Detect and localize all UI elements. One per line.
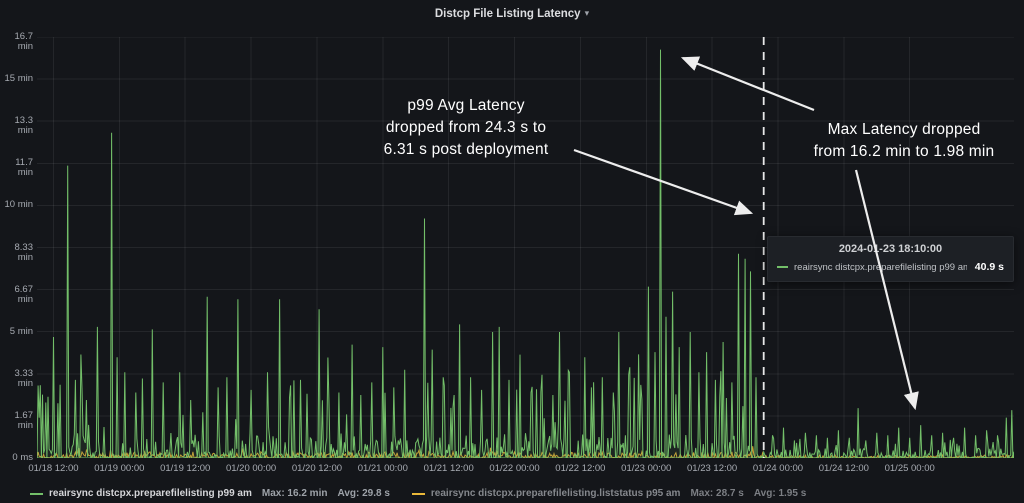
y-axis-label: 1.67 min	[14, 409, 34, 431]
y-axis-label: 11.7 min	[15, 157, 33, 179]
legend-max-p95: Max: 28.7 s	[690, 488, 744, 499]
tooltip-series-label: reairsync distcpx.preparefilelisting p99…	[794, 261, 967, 273]
x-axis-label: 01/20 00:00	[225, 463, 277, 474]
annotation-max-line2: from 16.2 min to 1.98 min	[813, 143, 995, 160]
legend-label-p95[interactable]: reairsync distcpx.preparefilelisting.lis…	[430, 488, 681, 499]
annotation-p99-line3: 6.31 s post deployment	[383, 141, 549, 158]
annotation-p99-latency: p99 Avg Latency dropped from 24.3 s to 6…	[330, 95, 602, 161]
x-axis-label: 01/25 00:00	[884, 463, 935, 474]
x-axis-label: 01/21 00:00	[357, 463, 408, 474]
y-axis-label: 13.3 min	[14, 115, 34, 137]
tooltip: 2024-01-23 18:10:00 reairsync distcpx.pr…	[767, 236, 1014, 282]
y-axis-label: 0 ms	[12, 452, 33, 463]
legend-swatch-p99	[30, 492, 43, 495]
annotation-max-line1: Max Latency dropped	[827, 121, 981, 138]
x-axis-label: 01/22 12:00	[555, 463, 606, 474]
x-axis-label: 01/19 12:00	[160, 463, 211, 474]
y-axis-label: 3.33 min	[14, 367, 34, 389]
x-axis-label: 01/18 12:00	[28, 463, 79, 474]
legend-avg-p99: Avg: 29.8 s	[337, 488, 390, 499]
tooltip-series-row: reairsync distcpx.preparefilelisting p99…	[777, 261, 1004, 273]
x-axis-label: 01/23 00:00	[621, 463, 672, 474]
series-p99-path	[37, 49, 1014, 458]
legend-swatch-p95	[411, 492, 425, 495]
series-color-swatch	[777, 266, 788, 268]
legend-max-p99: Max: 16.2 min	[261, 488, 328, 499]
legend-avg-p95: Avg: 1.95 s	[753, 488, 807, 499]
y-axis-label: 6.67 min	[14, 283, 34, 305]
y-axis-label: 16.7 min	[14, 31, 34, 52]
legend-label-p99[interactable]: reairsync distcpx.preparefilelisting p99…	[49, 488, 252, 499]
x-axis-label: 01/24 00:00	[752, 463, 804, 474]
x-axis-label: 01/19 00:00	[94, 463, 145, 474]
legend-item-p99[interactable]: reairsync distcpx.preparefilelisting p99…	[30, 488, 390, 499]
y-axis-label: 10 min	[4, 199, 33, 211]
y-axis-label: 8.33 min	[14, 241, 34, 263]
x-axis-label: 01/20 12:00	[291, 463, 343, 474]
x-axis-label: 01/24 12:00	[818, 463, 869, 474]
x-axis-label: 01/21 12:00	[423, 463, 474, 474]
panel-title[interactable]: Distcp File Listing Latency ▾	[0, 0, 1024, 27]
annotation-p99-line1: p99 Avg Latency	[407, 97, 525, 114]
annotation-p99-line2: dropped from 24.3 s to	[385, 119, 547, 136]
annotation-max-latency: Max Latency dropped from 16.2 min to 1.9…	[788, 119, 1020, 163]
y-axis-label: 5 min	[9, 325, 33, 337]
x-axis-label: 01/23 12:00	[687, 463, 738, 474]
legend-item-p95[interactable]: reairsync distcpx.preparefilelisting.lis…	[411, 488, 807, 499]
tooltip-timestamp: 2024-01-23 18:10:00	[838, 243, 943, 255]
tooltip-series-value: 40.9 s	[974, 261, 1004, 273]
panel-title-text: Distcp File Listing Latency	[434, 7, 581, 20]
x-axis-label: 01/22 00:00	[489, 463, 540, 474]
legend: reairsync distcpx.preparefilelisting p99…	[30, 488, 828, 499]
chevron-down-icon: ▾	[584, 8, 590, 18]
y-axis-label: 15 min	[4, 73, 33, 85]
